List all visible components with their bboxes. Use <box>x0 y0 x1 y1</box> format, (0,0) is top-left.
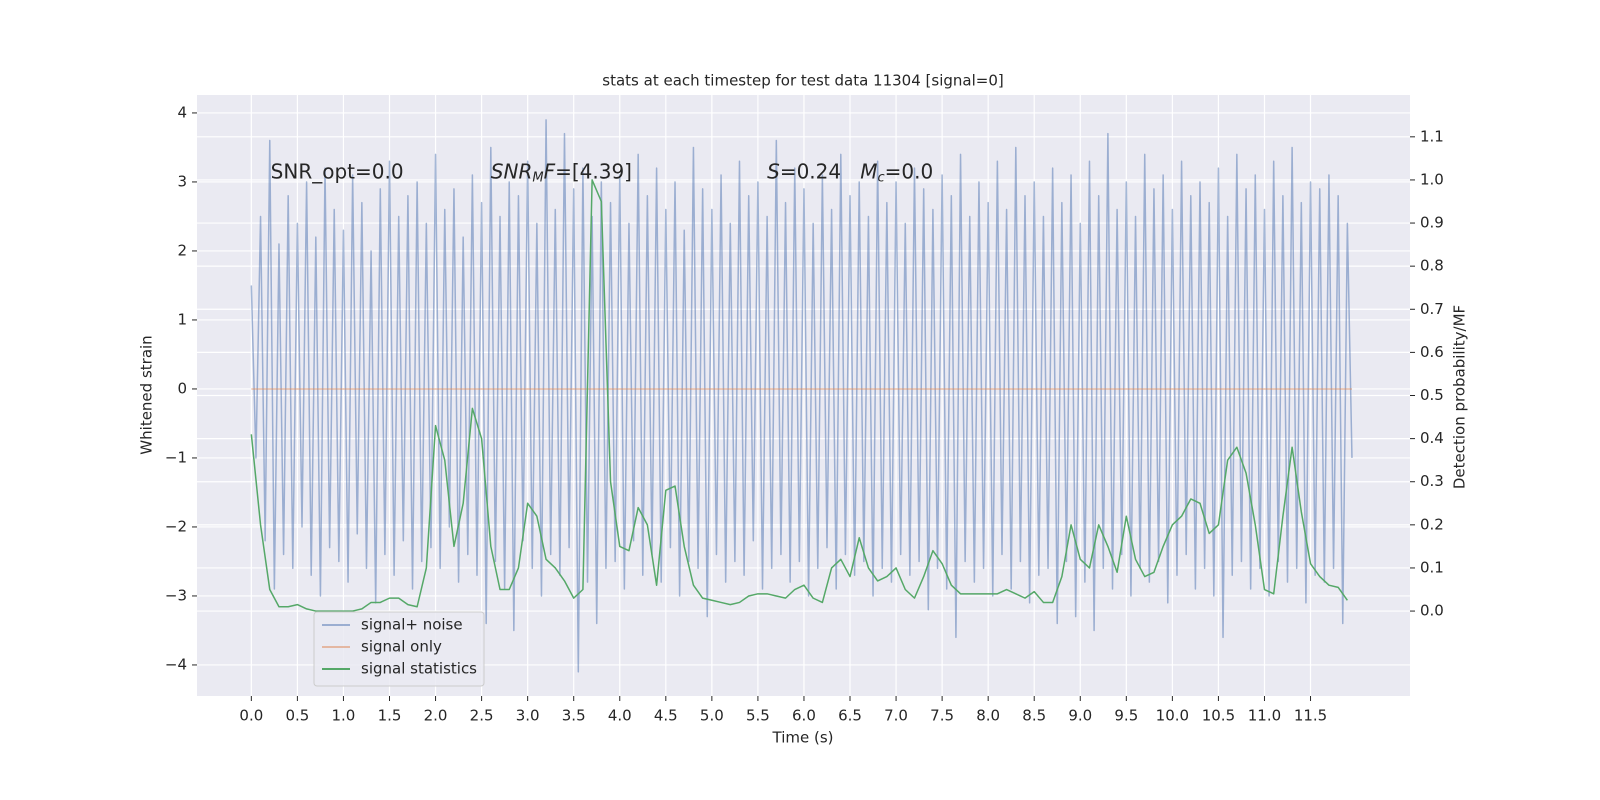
x-tick-label: 2.5 <box>470 707 494 725</box>
annotation-part: =0.24 <box>780 159 860 183</box>
annotation-part: F <box>544 159 556 183</box>
x-tick-label: 6.0 <box>792 707 816 725</box>
annotation-part: S <box>767 159 780 183</box>
ticks: 0.0 0.5 1.0 1.5 2.0 2.5 3.0 3.5 4.0 4.5 5.0 5.5 6.0 6… <box>165 103 1444 724</box>
y-tick-label: −2 <box>165 517 187 535</box>
x-tick-label: 1.0 <box>332 707 356 725</box>
x-tick-label: 2.0 <box>424 707 448 725</box>
x-tick-label: 6.5 <box>838 707 862 725</box>
series-line <box>250 179 1348 612</box>
x-tick-label: 4.0 <box>608 707 632 725</box>
annotation: SNR_opt=0.0 <box>271 159 404 183</box>
x-tick-label: 9.5 <box>1114 707 1138 725</box>
y-tick-label: 3 <box>177 172 187 190</box>
y2-tick-label: 0.9 <box>1420 214 1444 232</box>
chart-title: stats at each timestep for test data 113… <box>602 72 1003 90</box>
annotation-part: =[4.39] <box>555 159 632 183</box>
y2-tick-label: 1.0 <box>1420 170 1444 188</box>
y-tick-label: 0 <box>177 379 187 397</box>
x-tick-label: 9.0 <box>1068 707 1092 725</box>
x-tick-label: 0.5 <box>285 707 309 725</box>
x-tick-label: 10.0 <box>1156 707 1189 725</box>
x-tick-label: 5.0 <box>700 707 724 725</box>
y-tick-label: 2 <box>177 241 187 259</box>
y-tick-label: −1 <box>165 448 187 466</box>
legend-label: signal+ noise <box>361 616 463 634</box>
annotation-part: SNR_opt=0.0 <box>271 159 404 183</box>
annotation-part: M <box>860 159 877 183</box>
annotation: SNRMF=[4.39] <box>491 159 632 185</box>
y2-tick-label: 0.2 <box>1420 515 1444 533</box>
y2-tick-label: 0.4 <box>1420 429 1444 447</box>
y-axis-label: Whitened strain <box>138 335 156 454</box>
x-tick-label: 10.5 <box>1202 707 1235 725</box>
legend: signal+ noise signal only signal statistic… <box>313 611 485 687</box>
annotation: S=0.24 Mc=0.0 <box>767 159 933 185</box>
x-tick-label: 3.0 <box>516 707 540 725</box>
legend-label: signal only <box>361 638 442 656</box>
series-layer <box>250 119 1353 673</box>
x-tick-label: 7.0 <box>884 707 908 725</box>
annotations: SNR_opt=0.0 SNRMF=[4.39] S=0.24 Mc=0.0 <box>271 159 934 185</box>
y2-tick-label: 0.8 <box>1420 257 1444 275</box>
y2-tick-label: 0.1 <box>1420 558 1444 576</box>
y2-tick-label: 0.5 <box>1420 386 1444 404</box>
y2-tick-label: 0.3 <box>1420 472 1444 490</box>
annotation-part: M <box>532 170 543 185</box>
y-tick-label: 1 <box>177 310 187 328</box>
x-tick-label: 1.5 <box>378 707 402 725</box>
x-tick-label: 4.5 <box>654 707 678 725</box>
x-tick-label: 11.5 <box>1294 707 1327 725</box>
annotation-part: SNR <box>491 159 533 183</box>
x-tick-label: 0.0 <box>239 707 263 725</box>
x-tick-label: 3.5 <box>562 707 586 725</box>
y-tick-label: −4 <box>165 655 187 673</box>
legend-box <box>313 611 485 687</box>
y-tick-label: −3 <box>165 586 187 604</box>
y2-tick-label: 0.7 <box>1420 300 1444 318</box>
x-axis-label: Time (s) <box>772 729 834 747</box>
y2-tick-label: 0.6 <box>1420 343 1444 361</box>
y2-tick-label: 1.1 <box>1420 127 1444 145</box>
x-tick-label: 8.0 <box>976 707 1000 725</box>
x-tick-label: 7.5 <box>930 707 954 725</box>
annotation-part: =0.0 <box>885 159 934 183</box>
x-tick-label: 11.0 <box>1248 707 1281 725</box>
y2-tick-label: 0.0 <box>1420 602 1444 620</box>
y-tick-label: 4 <box>177 103 187 121</box>
series-line <box>250 119 1353 673</box>
x-tick-label: 8.5 <box>1022 707 1046 725</box>
annotation-part: c <box>877 170 884 185</box>
x-tick-label: 5.5 <box>746 707 770 725</box>
y2-axis-label: Detection probability/MF <box>1451 305 1469 489</box>
legend-label: signal statistics <box>361 660 477 678</box>
